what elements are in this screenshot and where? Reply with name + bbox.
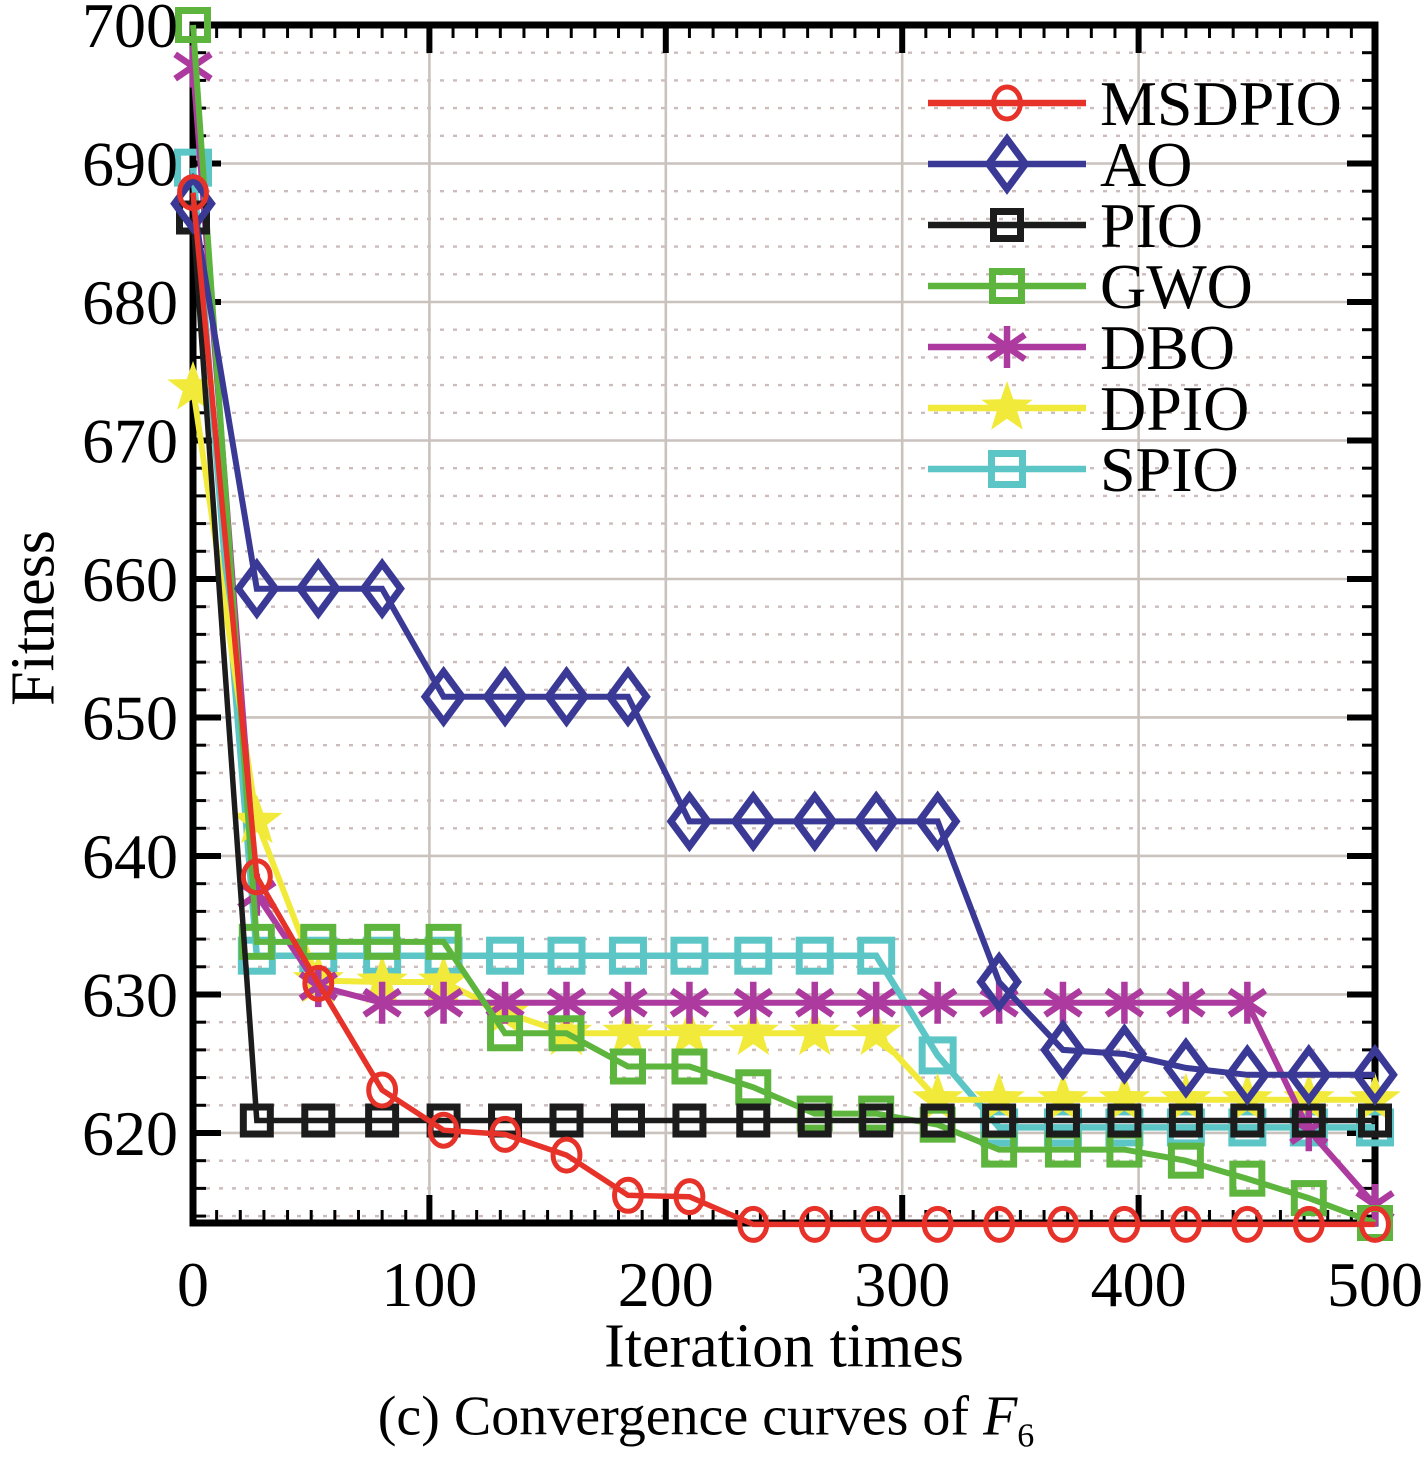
series-AO [170,172,1398,1106]
series-line-DBO [190,66,1378,1207]
legend-item-DBO: DBO [928,312,1235,383]
legend-label: MSDPIO [1100,68,1342,139]
tick-labels: 620 630 640 650 660 670 680 690 700 0 100 200 300 400… [82,0,1423,1320]
x-tick-label: 500 [1327,1249,1423,1320]
legend-label: DPIO [1100,373,1249,444]
y-tick-label: 660 [82,544,178,615]
series-MSDPIO [177,174,1391,1243]
x-tick-label: 300 [854,1249,950,1320]
legend-label: PIO [1100,190,1203,261]
x-axis-title: Iteration times [604,1312,964,1381]
y-tick-label: 650 [82,682,178,753]
caption-subscript: 6 [1017,1417,1035,1455]
caption-math-symbol: F [983,1385,1018,1448]
y-tick-label: 620 [82,1098,178,1169]
legend-label: AO [1100,129,1192,200]
y-tick-label: 670 [82,405,178,476]
y-tick-label: 690 [82,128,178,199]
legend-label: DBO [1100,312,1235,383]
figure-caption: (c) Convergence curves of F6 [378,1385,1035,1456]
legend-item-DPIO: DPIO [928,373,1249,444]
legend-item-PIO: PIO [928,190,1203,261]
y-tick-label: 640 [82,821,178,892]
y-axis-title: Fitness [0,530,68,706]
x-tick-label: 200 [618,1249,714,1320]
legend-label: SPIO [1100,434,1239,505]
legend-item-SPIO: SPIO [928,434,1239,505]
legend-item-GWO: GWO [928,251,1253,322]
series-line-AO [190,203,1375,1078]
series-group [167,7,1401,1243]
series-line-GWO [190,24,1377,1226]
caption-text: (c) Convergence curves of [377,1385,984,1448]
y-tick-label: 630 [82,959,178,1030]
x-tick-label: 0 [177,1249,209,1320]
y-tick-label: 680 [82,267,178,338]
x-tick-label: 400 [1091,1249,1187,1320]
x-tick-label: 100 [381,1249,477,1320]
legend-item-AO: AO [928,129,1192,200]
y-tick-label: 700 [82,0,178,61]
legend-label: GWO [1100,251,1253,322]
legend-item-MSDPIO: MSDPIO [928,68,1342,139]
